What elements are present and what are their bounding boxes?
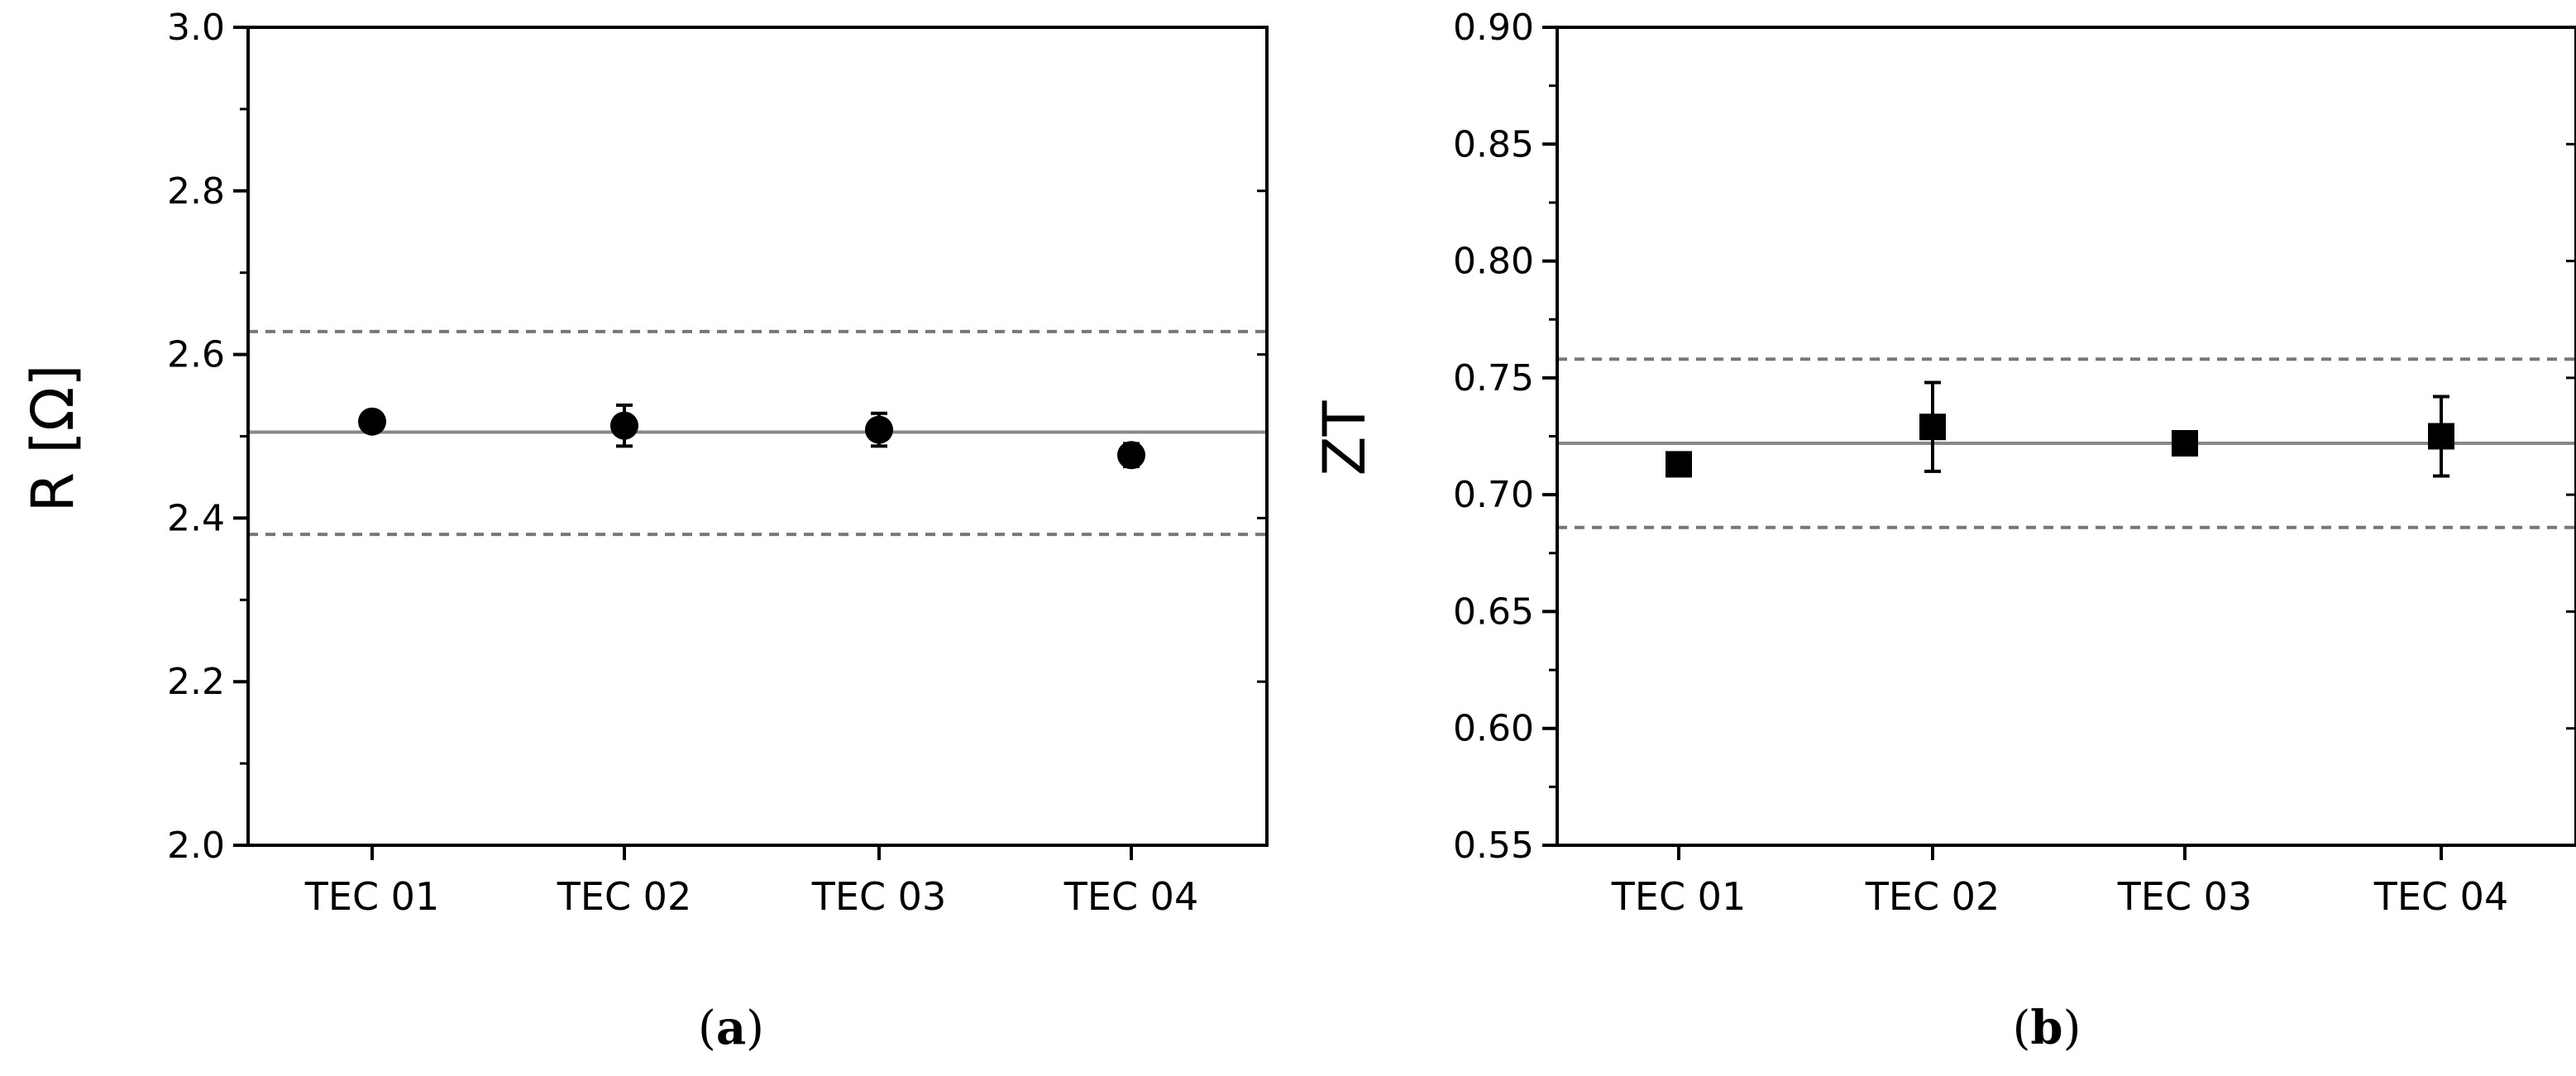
data-point bbox=[2428, 423, 2454, 450]
y-tick-label: 2.2 bbox=[167, 661, 225, 703]
plot-frame bbox=[1556, 26, 2576, 847]
y-tick-label: 2.8 bbox=[167, 170, 225, 213]
panel-label-part: ( bbox=[698, 1002, 716, 1055]
x-tick-label: TEC 03 bbox=[811, 874, 946, 919]
data-point bbox=[865, 415, 893, 444]
x-tick-label: TEC 01 bbox=[1611, 874, 1746, 919]
y-tick-label: 0.90 bbox=[1453, 7, 1534, 49]
x-tick-label: TEC 03 bbox=[2117, 874, 2252, 919]
y-tick-label: 2.6 bbox=[167, 334, 225, 376]
chart-panel-b: 0.55 0.60 0.65 0.70 0.75 0.80 0.85 0.90 TEC 01 TE… bbox=[1311, 7, 2576, 1055]
panel-label: (a) bbox=[698, 1001, 764, 1055]
x-tick-label: TEC 04 bbox=[2373, 874, 2508, 919]
y-tick-label: 3.0 bbox=[167, 7, 225, 49]
plot-frame bbox=[246, 26, 1269, 847]
y-tick-label: 0.60 bbox=[1453, 708, 1534, 750]
panel-label-part: ( bbox=[2013, 1002, 2031, 1055]
panel-label-part: b bbox=[2030, 1001, 2062, 1055]
data-point bbox=[610, 411, 638, 440]
y-tick-label: 0.75 bbox=[1453, 357, 1534, 399]
panel-label-part: ) bbox=[2063, 1002, 2081, 1055]
y-tick-label: 0.80 bbox=[1453, 241, 1534, 283]
panel-label-part: a bbox=[716, 1001, 746, 1055]
y-tick-label: 0.85 bbox=[1453, 123, 1534, 165]
data-point bbox=[1117, 441, 1145, 470]
chart-panel-a: 2.0 2.2 2.4 2.6 2.8 3.0 TEC 01 TEC 02 TEC 03 TEC … bbox=[19, 7, 1269, 1055]
y-tick-label: 0.65 bbox=[1453, 591, 1534, 633]
data-point bbox=[358, 407, 386, 436]
x-tick-label: TEC 02 bbox=[557, 874, 691, 919]
data-point bbox=[2172, 429, 2198, 457]
x-tick-label: TEC 02 bbox=[1865, 874, 2000, 919]
panel-label-part: ) bbox=[746, 1002, 764, 1055]
y-tick-label: 2.0 bbox=[167, 825, 225, 867]
y-axis-title: ZT bbox=[1311, 400, 1379, 476]
y-tick-label: 0.55 bbox=[1453, 825, 1534, 867]
y-tick-label: 0.70 bbox=[1453, 474, 1534, 516]
data-point bbox=[1666, 451, 1692, 478]
data-point bbox=[1919, 414, 1946, 441]
x-tick-label: TEC 01 bbox=[304, 874, 439, 919]
x-tick-label: TEC 04 bbox=[1063, 874, 1198, 919]
panel-label: (b) bbox=[2013, 1001, 2081, 1055]
y-axis-title: R [Ω] bbox=[19, 365, 87, 513]
y-tick-label: 2.4 bbox=[167, 497, 225, 539]
